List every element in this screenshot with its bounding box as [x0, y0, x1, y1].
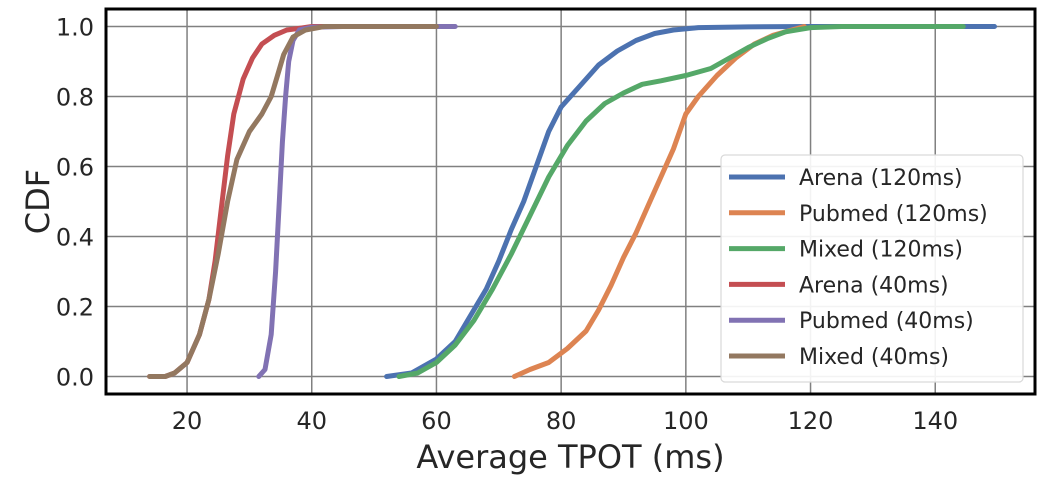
x-axis-ticks: 20 40 60 80 100 120 140 [172, 407, 958, 435]
x-tick-label: 100 [663, 407, 709, 435]
series-line-mixed-120ms [396, 24, 966, 379]
x-tick-label: 60 [421, 407, 452, 435]
y-tick-label: 0.0 [56, 364, 94, 392]
legend-label: Arena (40ms) [799, 273, 949, 298]
y-tick-label: 0.8 [56, 84, 94, 112]
x-axis-label: Average TPOT (ms) [416, 438, 724, 476]
x-tick-label: 140 [912, 407, 958, 435]
y-tick-label: 0.2 [56, 294, 94, 322]
y-tick-label: 0.4 [56, 224, 94, 252]
x-tick-label: 40 [296, 407, 327, 435]
series-group [147, 24, 997, 379]
y-axis-label: CDF [19, 169, 57, 234]
x-tick-label: 120 [788, 407, 834, 435]
legend-label: Mixed (40ms) [799, 345, 949, 370]
x-tick-label: 80 [546, 407, 577, 435]
y-tick-label: 0.6 [56, 154, 94, 182]
y-tick-label: 1.0 [56, 14, 94, 42]
x-tick-label: 20 [172, 407, 203, 435]
plot-frame [104, 7, 1037, 396]
y-axis-ticks: 0.0 0.2 0.4 0.6 0.8 1.0 [56, 14, 94, 392]
legend-label: Pubmed (120ms) [799, 202, 988, 227]
legend-label: Arena (120ms) [799, 166, 963, 191]
series-line-arena-120ms [384, 24, 997, 379]
legend-label: Pubmed (40ms) [799, 309, 974, 334]
legend-box [720, 154, 1024, 383]
series-line-mixed-40ms [147, 24, 439, 379]
legend-label: Mixed (120ms) [799, 238, 963, 263]
legend: Arena (120ms) Pubmed (120ms) Mixed (120ms)… [720, 154, 1024, 383]
